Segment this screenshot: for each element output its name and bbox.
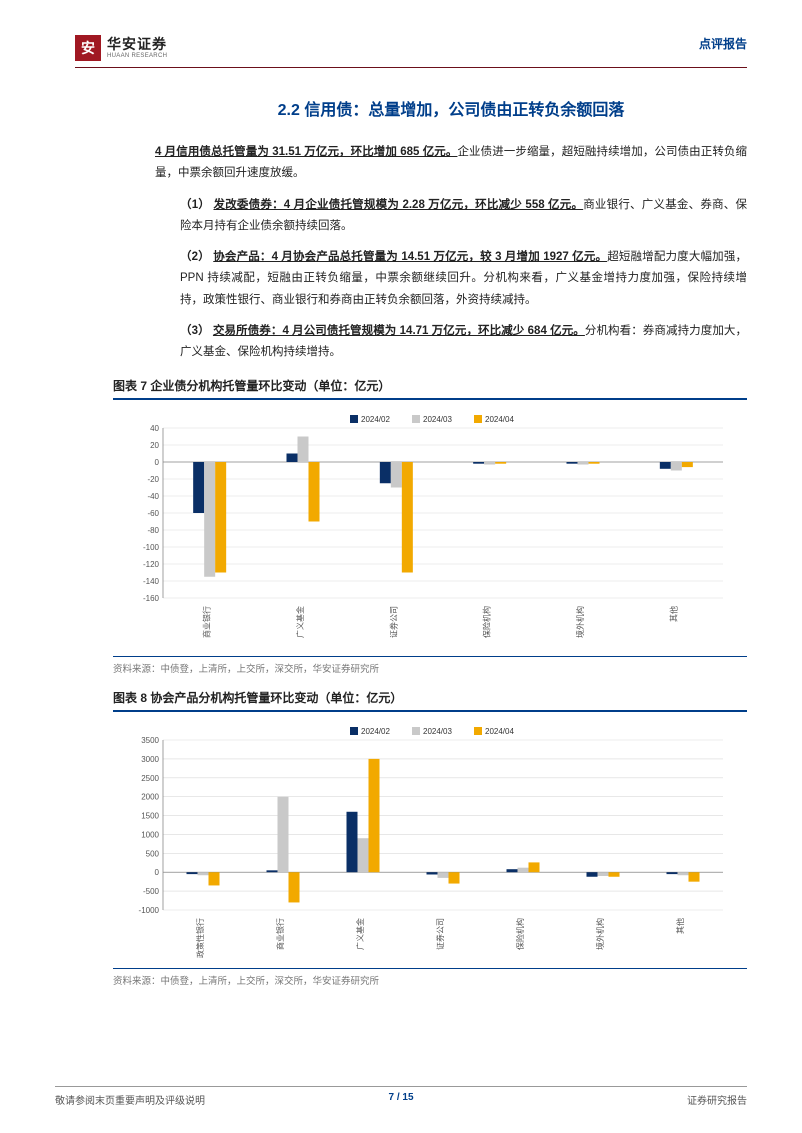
chart1-source: 资料来源：中债登，上清所，上交所，深交所，华安证券研究所: [113, 656, 747, 675]
item-lead: 发改委债券：4 月企业债托管规模为 2.28 万亿元，环比减少 558 亿元。: [213, 199, 583, 211]
item-num: （2）: [180, 251, 210, 263]
svg-text:-500: -500: [143, 888, 160, 897]
svg-text:2024/04: 2024/04: [485, 727, 514, 736]
svg-text:2024/02: 2024/02: [361, 727, 390, 736]
intro-lead: 4 月信用债总托管量为 31.51 万亿元，环比增加 685 亿元。: [155, 146, 457, 158]
svg-text:境外机构: 境外机构: [595, 918, 605, 950]
svg-text:其他: 其他: [668, 606, 678, 622]
svg-text:2500: 2500: [141, 774, 159, 783]
chart2-source: 资料来源：中债登，上清所，上交所，深交所，华安证券研究所: [113, 968, 747, 987]
svg-text:2024/04: 2024/04: [485, 415, 514, 424]
chart2-svg: -1000 -500 0 500 1000 1500 2000 2500 3000 3500 政策性…: [113, 722, 743, 960]
svg-text:2024/03: 2024/03: [423, 415, 452, 424]
item-lead: 协会产品：4 月协会产品总托管量为 14.51 万亿元，较 3 月增加 1927…: [213, 251, 607, 263]
logo-icon: 安: [75, 35, 101, 61]
footer-left: 敬请参阅末页重要声明及评级说明: [55, 1092, 205, 1107]
numbered-item-2: （2） 协会产品：4 月协会产品总托管量为 14.51 万亿元，较 3 月增加 …: [180, 247, 747, 311]
svg-text:-100: -100: [143, 543, 160, 552]
svg-text:商业银行: 商业银行: [275, 918, 285, 950]
svg-text:广义基金: 广义基金: [355, 918, 365, 950]
svg-text:-140: -140: [143, 577, 160, 586]
svg-text:2024/02: 2024/02: [361, 415, 390, 424]
svg-text:-80: -80: [147, 526, 159, 535]
svg-text:500: 500: [146, 850, 160, 859]
svg-text:3500: 3500: [141, 736, 159, 745]
item-lead: 交易所债券：4 月公司债托管规模为 14.71 万亿元，环比减少 684 亿元。: [213, 325, 585, 337]
numbered-item-1: （1） 发改委债券：4 月企业债托管规模为 2.28 万亿元，环比减少 558 …: [180, 195, 747, 238]
svg-text:-60: -60: [147, 509, 159, 518]
section-title: 2.2 信用债：总量增加，公司债由正转负余额回落: [155, 96, 747, 120]
svg-text:1000: 1000: [141, 831, 159, 840]
svg-text:-160: -160: [143, 594, 160, 603]
svg-text:保险机构: 保险机构: [482, 606, 492, 638]
svg-text:其他: 其他: [675, 918, 685, 934]
logo: 安 华安证券 HUAAN RESEARCH: [75, 35, 167, 61]
chart1-title: 图表 7 企业债分机构托管量环比变动（单位：亿元）: [113, 377, 747, 400]
svg-text:保险机构: 保险机构: [515, 918, 525, 950]
svg-text:40: 40: [150, 424, 159, 433]
chart1-svg: -160 -140 -120 -100 -80 -60 -40 -20 0 20 40 商业银行 广义基…: [113, 410, 743, 648]
item-num: （3）: [180, 325, 210, 337]
chart2: -1000 -500 0 500 1000 1500 2000 2500 3000 3500 政策性…: [113, 722, 747, 960]
svg-text:-40: -40: [147, 492, 159, 501]
svg-text:2000: 2000: [141, 793, 159, 802]
svg-text:证券公司: 证券公司: [388, 606, 398, 638]
svg-text:2024/03: 2024/03: [423, 727, 452, 736]
svg-text:1500: 1500: [141, 812, 159, 821]
svg-text:3000: 3000: [141, 755, 159, 764]
logo-text-en: HUAAN RESEARCH: [107, 53, 167, 59]
numbered-item-3: （3） 交易所债券：4 月公司债托管规模为 14.71 万亿元，环比减少 684…: [180, 321, 747, 364]
page-header: 安 华安证券 HUAAN RESEARCH 点评报告: [75, 35, 747, 68]
intro-paragraph: 4 月信用债总托管量为 31.51 万亿元，环比增加 685 亿元。企业债进一步…: [155, 142, 747, 185]
svg-text:商业银行: 商业银行: [202, 606, 212, 638]
svg-text:-1000: -1000: [139, 906, 160, 915]
svg-text:20: 20: [150, 441, 159, 450]
header-doctype: 点评报告: [699, 35, 747, 52]
page-footer: 敬请参阅末页重要声明及评级说明 7 / 15 证券研究报告: [55, 1086, 747, 1107]
logo-text-cn: 华安证券: [107, 37, 167, 51]
svg-text:0: 0: [155, 458, 160, 467]
svg-text:境外机构: 境外机构: [575, 606, 585, 638]
footer-page-number: 7 / 15: [388, 1092, 413, 1103]
svg-text:0: 0: [155, 869, 160, 878]
item-num: （1）: [180, 199, 210, 211]
chart2-title: 图表 8 协会产品分机构托管量环比变动（单位：亿元）: [113, 689, 747, 712]
svg-text:-20: -20: [147, 475, 159, 484]
svg-text:广义基金: 广义基金: [295, 606, 305, 638]
footer-right: 证券研究报告: [687, 1092, 747, 1107]
chart1: -160 -140 -120 -100 -80 -60 -40 -20 0 20 40 商业银行 广义基…: [113, 410, 747, 648]
svg-text:-120: -120: [143, 560, 160, 569]
svg-text:证券公司: 证券公司: [435, 918, 445, 950]
svg-text:政策性银行: 政策性银行: [195, 918, 205, 958]
